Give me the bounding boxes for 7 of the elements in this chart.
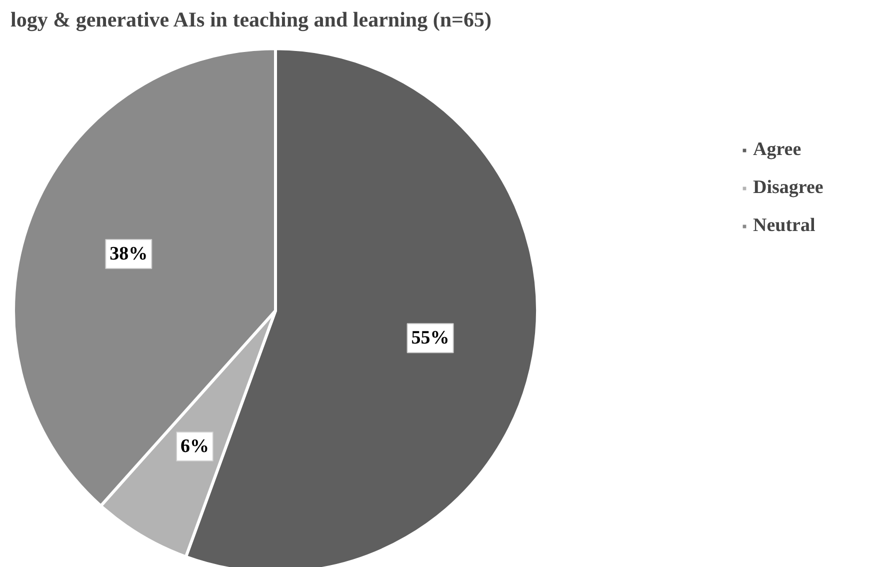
data-label: 38% [110,244,148,265]
chart-title: logy & generative AIs in teaching and learning (n=65) [10,8,492,32]
data-label: 55% [411,328,450,349]
legend-label: Disagree [753,177,824,199]
legend-label: Neutral [753,215,816,237]
data-label: 6% [180,436,209,457]
legend-label: Agree [753,139,802,161]
